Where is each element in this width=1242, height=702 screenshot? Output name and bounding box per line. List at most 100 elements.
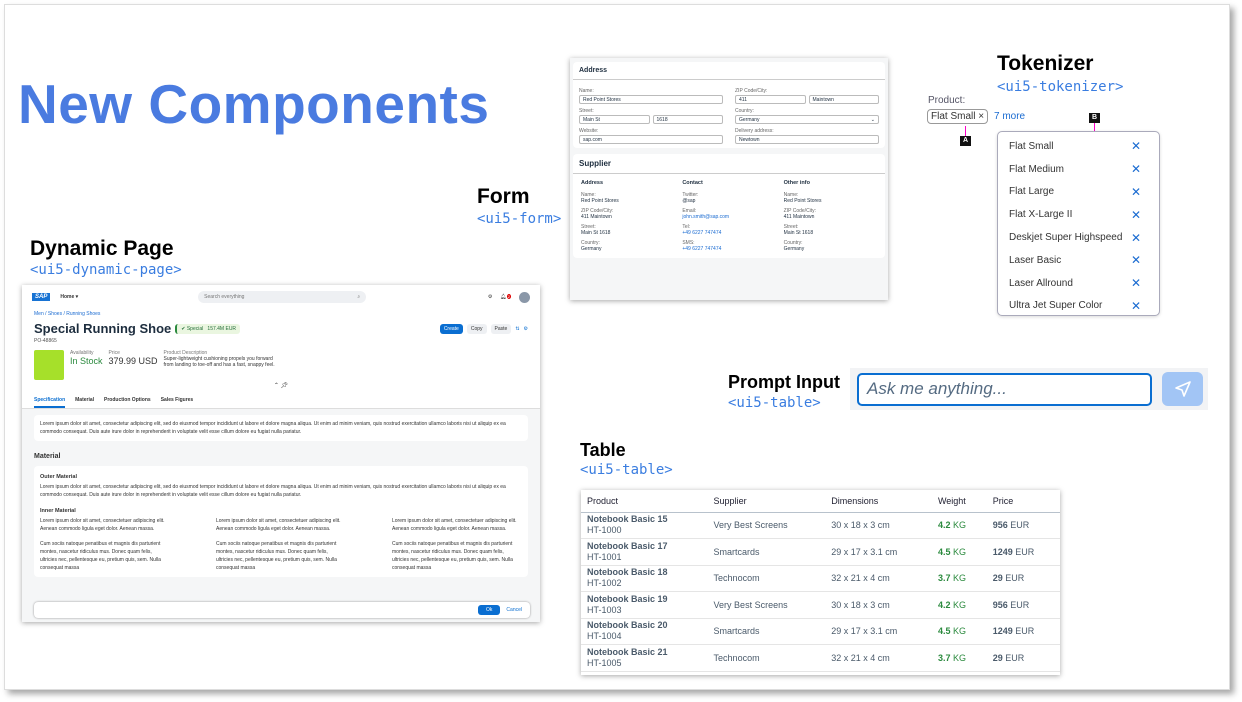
city-input[interactable]: Maintown bbox=[808, 95, 879, 104]
table-row[interactable]: Notebook Basic 21 HT-1005 Technocom 32 x … bbox=[581, 644, 1060, 672]
column-header[interactable]: Supplier bbox=[707, 490, 826, 513]
inner-text: Cum sociis natoque penatibus et magnis d… bbox=[40, 541, 161, 571]
delivery-input[interactable]: Newtown bbox=[735, 135, 879, 144]
table-tag: <ui5-table> bbox=[580, 462, 673, 478]
tab-material[interactable]: Material bbox=[75, 397, 95, 403]
price-cell: 1249 EUR bbox=[986, 538, 1060, 566]
product-id: HT-1004 bbox=[587, 631, 622, 642]
zip-input[interactable]: 411 bbox=[735, 95, 806, 104]
website-label: Website: bbox=[579, 128, 599, 134]
product-name: Notebook Basic 20 bbox=[587, 620, 668, 631]
product-name: Notebook Basic 21 bbox=[587, 646, 668, 657]
specification-text: Lorem ipsum dolor sit amet, consectetur … bbox=[34, 415, 528, 441]
close-icon[interactable]: × bbox=[978, 111, 985, 122]
availability-label: Availability bbox=[70, 350, 94, 356]
ok-button[interactable]: Ok bbox=[478, 605, 501, 615]
inner-text: Cum sociis natoque penatibus et magnis d… bbox=[392, 541, 513, 571]
table-row[interactable]: Notebook Basic 17 HT-1001 Smartcards 29 x… bbox=[581, 538, 1060, 566]
form-label: Form bbox=[477, 185, 530, 208]
supplier-group: Other info Name: Red Point Stores ZIP Code/… bbox=[784, 180, 877, 252]
weight-unit: KG bbox=[952, 520, 966, 531]
table-row[interactable]: Notebook Basic 15 HT-1000 Very Best Scree… bbox=[581, 512, 1060, 539]
popover-token-item[interactable]: Laser Allround ✕ bbox=[998, 272, 1159, 295]
field-value: Red Point Stores bbox=[783, 198, 822, 204]
price-cell: 956 EUR bbox=[986, 591, 1060, 619]
inner-text: Cum sociis natoque penatibus et magnis d… bbox=[216, 541, 337, 571]
status-badge: ✔ Special 157.4M EUR bbox=[175, 323, 241, 334]
sap-logo[interactable]: SAP bbox=[32, 293, 51, 301]
collapse-icon[interactable]: ⌃ bbox=[273, 383, 279, 389]
popover-token-item[interactable]: Flat Small ✕ bbox=[998, 135, 1159, 158]
create-button[interactable]: Create bbox=[439, 323, 463, 334]
popover-token-item[interactable]: Ultra Jet Super Color ✕ bbox=[998, 295, 1159, 318]
popover-token-item[interactable]: Flat X-Large II ✕ bbox=[998, 203, 1159, 226]
cancel-button[interactable]: Cancel bbox=[506, 607, 522, 613]
search-input[interactable]: Search everything ⌕ bbox=[198, 291, 367, 303]
table-row[interactable]: Notebook Basic 20 HT-1004 Smartcards 29 x… bbox=[581, 618, 1060, 645]
bell-icon[interactable]: 🔔︎2 bbox=[500, 294, 511, 300]
country-select[interactable]: Germany ⌄ bbox=[735, 115, 879, 124]
search-icon: ⌕ bbox=[357, 294, 361, 300]
price-value: 29 bbox=[992, 573, 1003, 584]
close-icon[interactable]: ✕ bbox=[1130, 298, 1141, 313]
prompt-input[interactable]: Ask me anything... bbox=[857, 373, 1152, 406]
close-icon[interactable]: ✕ bbox=[1130, 184, 1141, 199]
table-row[interactable]: Notebook Basic 18 HT-1002 Technocom 32 x … bbox=[581, 565, 1060, 592]
paste-button[interactable]: Paste bbox=[490, 323, 512, 334]
name-input[interactable]: Red Point Stores bbox=[579, 95, 723, 104]
product-id: HT-1002 bbox=[587, 578, 622, 589]
weight-value: 3.7 bbox=[937, 573, 951, 584]
tab-production-options[interactable]: Production Options bbox=[104, 397, 151, 403]
product-id: HT-1003 bbox=[587, 604, 622, 615]
weight-cell: 4.5 KG bbox=[931, 618, 987, 645]
field-value[interactable]: +49 6227 747474 bbox=[682, 246, 722, 252]
field-value[interactable]: +49 6227 747474 bbox=[682, 230, 722, 236]
pin-icon[interactable]: 📌︎ bbox=[280, 383, 289, 389]
field-label: Country: bbox=[783, 240, 803, 246]
more-link[interactable]: 7 more bbox=[994, 111, 1026, 122]
field-label: Name: bbox=[783, 192, 799, 198]
home-menu[interactable]: Home ▾ bbox=[60, 294, 79, 300]
close-icon[interactable]: ✕ bbox=[1130, 230, 1141, 245]
column-header[interactable]: Product bbox=[581, 490, 708, 513]
number-input[interactable]: 1618 bbox=[652, 115, 723, 124]
close-icon[interactable]: ✕ bbox=[1130, 276, 1141, 291]
tab-sales-figures[interactable]: Sales Figures bbox=[160, 397, 194, 403]
token[interactable]: Flat Small × bbox=[927, 109, 989, 124]
send-button[interactable] bbox=[1162, 372, 1203, 406]
column-header[interactable]: Price bbox=[986, 490, 1060, 513]
breadcrumb[interactable]: Men / Shoes / Running Shoes bbox=[34, 311, 101, 317]
country-value: Germany bbox=[739, 117, 760, 123]
field-label: Street: bbox=[783, 224, 799, 230]
close-icon[interactable]: ✕ bbox=[1130, 253, 1141, 268]
close-icon[interactable]: ✕ bbox=[1130, 162, 1141, 177]
close-icon[interactable]: ✕ bbox=[1130, 207, 1141, 222]
tab-specification[interactable]: Specification bbox=[34, 397, 66, 408]
popover-token-item[interactable]: Flat Medium ✕ bbox=[998, 158, 1159, 181]
sort-icon[interactable]: ⇅ bbox=[515, 325, 520, 332]
close-icon[interactable]: ✕ bbox=[1130, 139, 1141, 154]
popover-token-item[interactable]: Deskjet Super Highspeed ✕ bbox=[998, 226, 1159, 249]
popover-token-item[interactable]: Flat Large ✕ bbox=[998, 181, 1159, 204]
marker-line bbox=[965, 126, 966, 136]
products-table: Product Supplier Dimensions Weight Price Not… bbox=[581, 490, 1060, 675]
street-input[interactable]: Main St bbox=[579, 115, 650, 124]
dimensions-cell: 32 x 21 x 4 cm bbox=[825, 644, 932, 672]
website-input[interactable]: sap.com bbox=[579, 135, 723, 144]
table-row[interactable]: Notebook Basic 19 HT-1003 Very Best Scree… bbox=[581, 591, 1060, 619]
settings-icon[interactable]: ⚙ bbox=[487, 294, 493, 300]
check-icon: ✔ bbox=[181, 325, 186, 332]
settings-icon[interactable]: ⚙ bbox=[523, 325, 528, 332]
country-label: Country: bbox=[735, 108, 754, 114]
popover-token-item[interactable]: Laser Basic ✕ bbox=[998, 249, 1159, 272]
field-value[interactable]: john.smith@sap.com bbox=[682, 214, 730, 220]
column-header[interactable]: Weight bbox=[931, 490, 987, 513]
avatar[interactable] bbox=[519, 291, 530, 303]
status-text: Special bbox=[186, 325, 204, 332]
token-label: Laser Allround bbox=[1009, 277, 1073, 289]
copy-button[interactable]: Copy bbox=[466, 323, 487, 334]
column-header[interactable]: Dimensions bbox=[825, 490, 932, 513]
supplier-cell: Smartcards bbox=[707, 538, 826, 566]
tokenizer-tag: <ui5-tokenizer> bbox=[997, 79, 1124, 95]
dimensions-cell: 29 x 17 x 3.1 cm bbox=[825, 538, 932, 566]
